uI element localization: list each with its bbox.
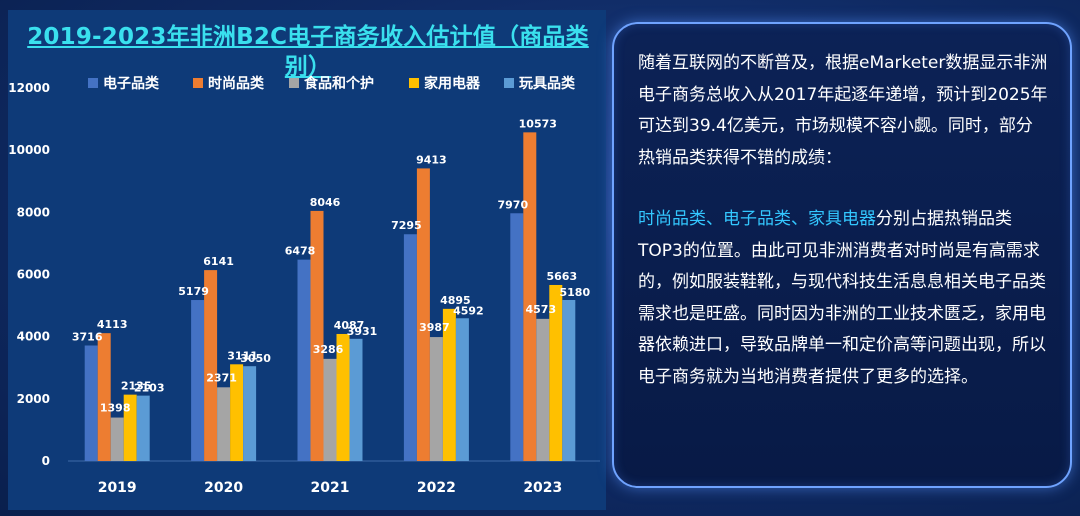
y-tick-label: 10000 [8, 143, 50, 157]
data-label: 7295 [391, 219, 422, 232]
data-label: 3111 [227, 349, 258, 362]
data-label: 3931 [347, 325, 378, 338]
data-label: 4895 [440, 294, 471, 307]
bar [191, 300, 205, 461]
legend-label: 时尚品类 [208, 75, 265, 92]
data-label: 2135 [121, 380, 152, 393]
bar [549, 284, 563, 461]
legend-swatch [193, 78, 203, 88]
legend-swatch [88, 78, 98, 88]
bar [323, 358, 337, 461]
chart-panel: 2019-2023年非洲B2C电子商务收入估计值（商品类别） 0 2000 4000… [8, 10, 606, 510]
y-tick-label: 0 [42, 454, 50, 468]
data-label: 2371 [206, 371, 237, 384]
data-label: 9413 [416, 153, 447, 166]
data-label: 10573 [519, 117, 557, 130]
legend-label: 家用电器 [424, 75, 481, 92]
bar [136, 395, 150, 461]
bar [230, 364, 244, 461]
legend-swatch [409, 78, 419, 88]
bar [349, 338, 363, 461]
bar-chart: 0 2000 4000 6000 8000 10000 12000 电子品类 时尚品类 食品和个护… [8, 75, 600, 496]
bar [84, 345, 98, 461]
x-tick-label: 2023 [523, 480, 562, 496]
bar [336, 333, 350, 461]
y-tick-label: 2000 [17, 392, 50, 406]
data-label: 3987 [419, 321, 450, 334]
data-label: 6478 [285, 245, 316, 258]
data-label: 4113 [97, 318, 128, 331]
bar [455, 318, 469, 461]
data-label: 4087 [334, 319, 365, 332]
intro-paragraph: 随着互联网的不断普及，根据eMarketer数据显示非洲电子商务总收入从2017… [638, 53, 1048, 168]
x-tick-label: 2021 [311, 480, 350, 496]
y-tick-label: 6000 [17, 268, 50, 282]
bar [110, 417, 124, 461]
data-label: 3050 [240, 352, 271, 365]
chart-title: 2019-2023年非洲B2C电子商务收入估计值（商品类别） [27, 24, 589, 80]
bar [243, 366, 257, 461]
x-tick-label: 2019 [98, 480, 137, 496]
top3-highlight: 时尚品类、电子品类、家具电器 [638, 209, 876, 229]
x-tick-label: 2022 [417, 480, 456, 496]
data-label: 7970 [497, 198, 528, 211]
data-label: 4573 [525, 303, 556, 316]
y-tick-label: 8000 [17, 205, 50, 219]
data-label: 4592 [453, 304, 484, 317]
bar [403, 234, 417, 461]
bar [297, 259, 311, 461]
legend-swatch [289, 78, 299, 88]
bar [204, 270, 218, 461]
legend-label: 玩具品类 [519, 75, 576, 92]
bar [429, 337, 443, 461]
bar [536, 318, 550, 461]
bar [217, 387, 231, 461]
x-tick-label: 2020 [204, 480, 243, 496]
legend-label: 食品和个护 [304, 75, 374, 92]
data-label: 1398 [100, 402, 131, 415]
data-label: 8046 [310, 196, 341, 209]
bar [523, 132, 537, 461]
bar [442, 308, 456, 461]
data-label: 3716 [72, 330, 103, 343]
bar [510, 213, 524, 461]
y-tick-label: 12000 [8, 81, 50, 95]
data-label: 2103 [134, 382, 165, 395]
data-label: 6141 [203, 255, 234, 268]
top3-text: 分别占据热销品类TOP3的位置。由此可见非洲消费者对时尚是有高需求的，例如服装鞋… [638, 209, 1046, 387]
bar [97, 333, 111, 461]
data-label: 5180 [559, 286, 590, 299]
y-tick-label: 4000 [17, 330, 50, 344]
data-label: 5179 [178, 285, 209, 298]
legend-label: 电子品类 [103, 75, 160, 92]
bar [416, 168, 430, 461]
text-panel: 随着互联网的不断普及，根据eMarketer数据显示非洲电子商务总收入从2017… [612, 22, 1072, 488]
top3-paragraph: 时尚品类、电子品类、家具电器分别占据热销品类TOP3的位置。由此可见非洲消费者对… [638, 204, 1048, 393]
bar [310, 210, 324, 461]
data-label: 5663 [546, 270, 577, 283]
data-label: 3286 [313, 343, 344, 356]
legend-swatch [504, 78, 514, 88]
bar [562, 299, 576, 461]
bar [123, 394, 137, 461]
